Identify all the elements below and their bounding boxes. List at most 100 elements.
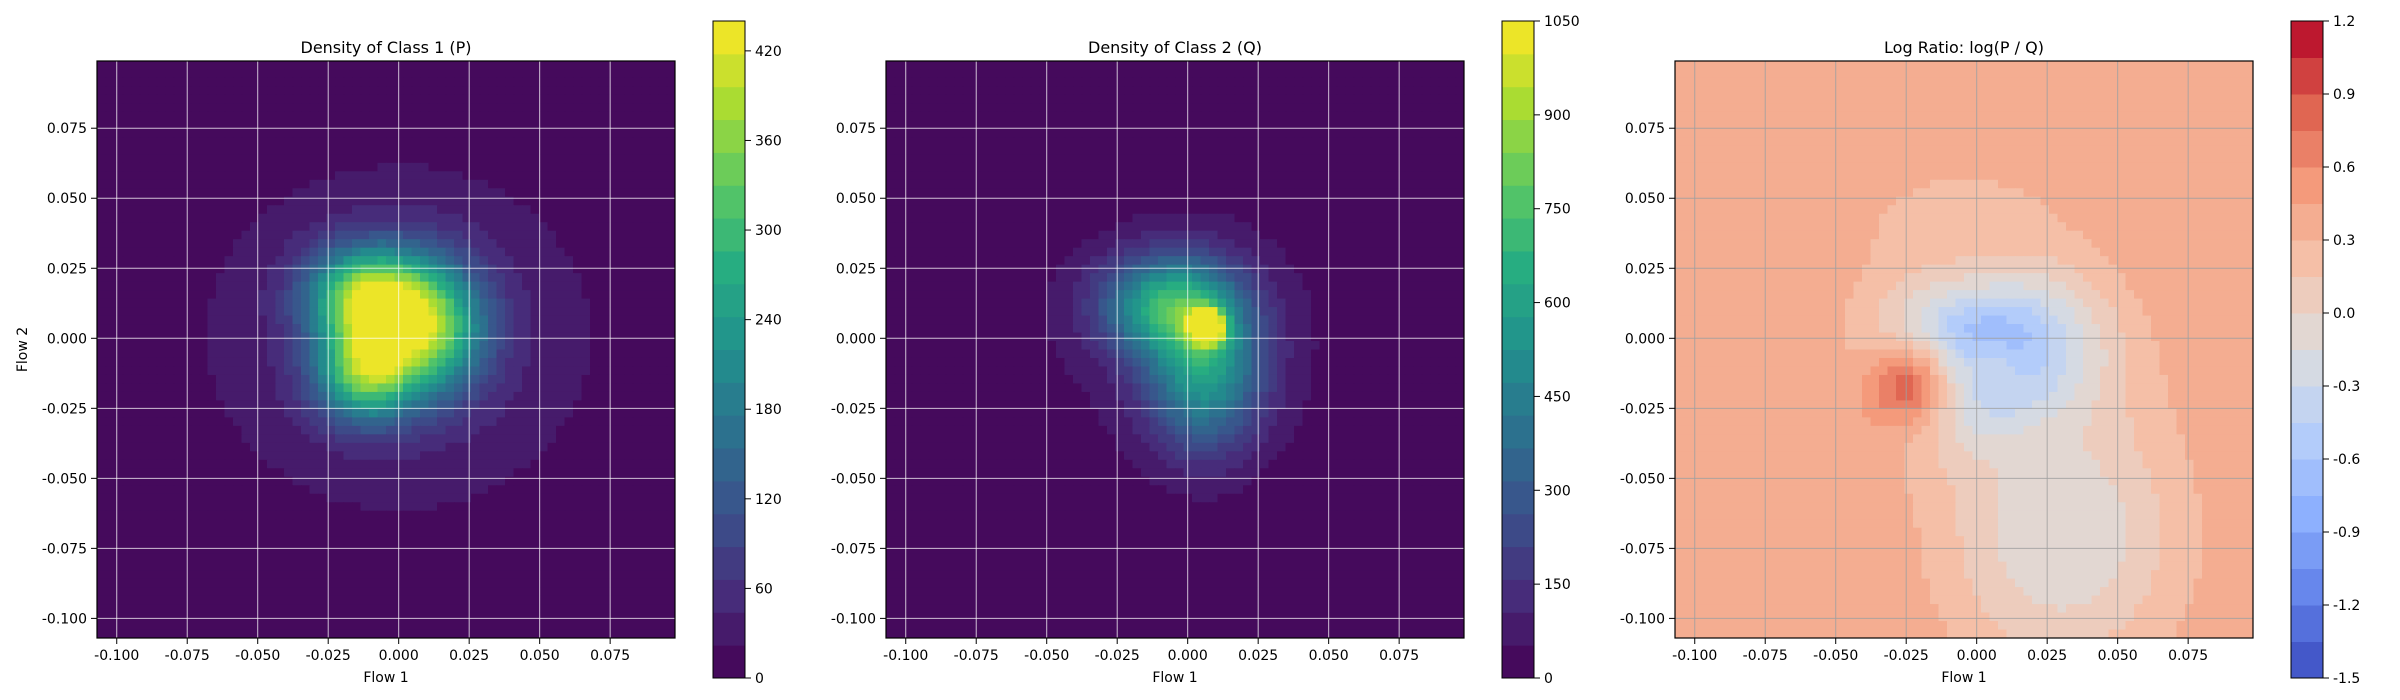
heatmap-cell — [420, 290, 430, 300]
heatmap-cell — [97, 264, 107, 274]
heatmap-cell — [216, 561, 226, 571]
heatmap-cell — [1039, 69, 1049, 79]
heatmap-cell — [979, 86, 989, 96]
heatmap-cell — [165, 154, 175, 164]
heatmap-cell — [139, 111, 149, 121]
heatmap-cell — [165, 425, 175, 435]
heatmap-cell — [352, 273, 362, 283]
heatmap-cell — [471, 86, 481, 96]
colorbar-level — [713, 645, 745, 679]
heatmap-cell — [581, 604, 591, 614]
heatmap-cell — [598, 536, 608, 546]
heatmap-cell — [190, 519, 200, 529]
heatmap-cell — [581, 536, 591, 546]
heatmap-cell — [173, 171, 183, 181]
heatmap-cell — [556, 621, 566, 631]
heatmap-cell — [420, 485, 430, 495]
heatmap-cell — [301, 341, 311, 351]
heatmap-cell — [522, 485, 532, 495]
heatmap-cell — [97, 137, 107, 147]
heatmap-cell — [522, 357, 532, 368]
heatmap-cell — [437, 349, 447, 359]
heatmap-cell — [547, 179, 557, 189]
heatmap-cell — [488, 196, 498, 206]
heatmap-cell — [598, 213, 608, 223]
heatmap-cell — [182, 366, 192, 376]
heatmap-cell — [513, 171, 523, 181]
heatmap-cell — [428, 324, 438, 334]
heatmap-cell — [199, 111, 209, 121]
heatmap-cell — [105, 162, 115, 172]
heatmap-cell — [428, 621, 438, 631]
heatmap-cell — [624, 434, 634, 444]
heatmap-cell — [581, 145, 591, 155]
heatmap-cell — [1455, 77, 1464, 88]
heatmap-cell — [445, 561, 455, 571]
heatmap-cell — [284, 324, 294, 334]
heatmap-cell — [309, 179, 319, 189]
heatmap-cell — [224, 222, 234, 232]
heatmap-cell — [258, 553, 268, 563]
heatmap-cell — [139, 434, 149, 444]
heatmap-cell — [369, 154, 379, 164]
heatmap-cell — [122, 307, 132, 317]
heatmap-cell — [343, 374, 353, 385]
heatmap-cell — [182, 604, 192, 614]
heatmap-cell — [658, 120, 668, 130]
heatmap-cell — [250, 77, 260, 88]
heatmap-cell — [522, 527, 532, 537]
heatmap-cell — [428, 612, 438, 622]
heatmap-cell — [411, 120, 421, 130]
heatmap-cell — [309, 69, 319, 79]
heatmap-cell — [360, 324, 370, 334]
heatmap-cell — [216, 69, 226, 79]
heatmap-cell — [275, 205, 285, 215]
heatmap-cell — [573, 120, 583, 130]
heatmap-cell — [581, 179, 591, 189]
heatmap-cell — [454, 595, 464, 605]
heatmap-cell — [377, 468, 387, 478]
heatmap-cell — [275, 264, 285, 274]
heatmap-cell — [598, 120, 608, 130]
heatmap-cell — [250, 510, 260, 520]
heatmap-cell — [165, 103, 175, 113]
heatmap-cell — [97, 111, 107, 121]
heatmap-cell — [479, 527, 489, 537]
heatmap-cell — [454, 408, 464, 418]
heatmap-cell — [165, 527, 175, 537]
heatmap-cell — [335, 570, 345, 580]
heatmap-cell — [505, 315, 515, 325]
heatmap-cell — [326, 349, 336, 359]
heatmap-cell — [1353, 69, 1363, 79]
heatmap-cell — [505, 408, 515, 418]
heatmap-cell — [590, 315, 600, 325]
heatmap-cell — [505, 357, 515, 368]
heatmap-cell — [488, 179, 498, 189]
heatmap-cell — [309, 493, 319, 503]
heatmap-cell — [513, 459, 523, 469]
heatmap-cell — [386, 281, 396, 291]
heatmap-cell — [182, 493, 192, 503]
heatmap-cell — [454, 629, 464, 638]
heatmap-cell — [641, 247, 651, 257]
heatmap-cell — [403, 324, 413, 334]
heatmap-cell — [462, 205, 472, 215]
heatmap-cell — [105, 69, 115, 79]
heatmap-cell — [666, 273, 675, 283]
heatmap-cell — [573, 578, 583, 588]
heatmap-cell — [97, 493, 107, 503]
heatmap-cell — [275, 230, 285, 240]
heatmap-cell — [250, 391, 260, 402]
heatmap-cell — [403, 400, 413, 410]
heatmap-cell — [488, 357, 498, 368]
heatmap-cell — [581, 188, 591, 198]
heatmap-cell — [666, 468, 675, 478]
heatmap-cell — [318, 629, 328, 638]
heatmap-cell — [556, 86, 566, 96]
heatmap-cell — [454, 357, 464, 368]
heatmap-cell — [318, 519, 328, 529]
heatmap-cell — [445, 145, 455, 155]
heatmap-cell — [165, 510, 175, 520]
heatmap-cell — [428, 111, 438, 121]
heatmap-cell — [267, 128, 277, 138]
